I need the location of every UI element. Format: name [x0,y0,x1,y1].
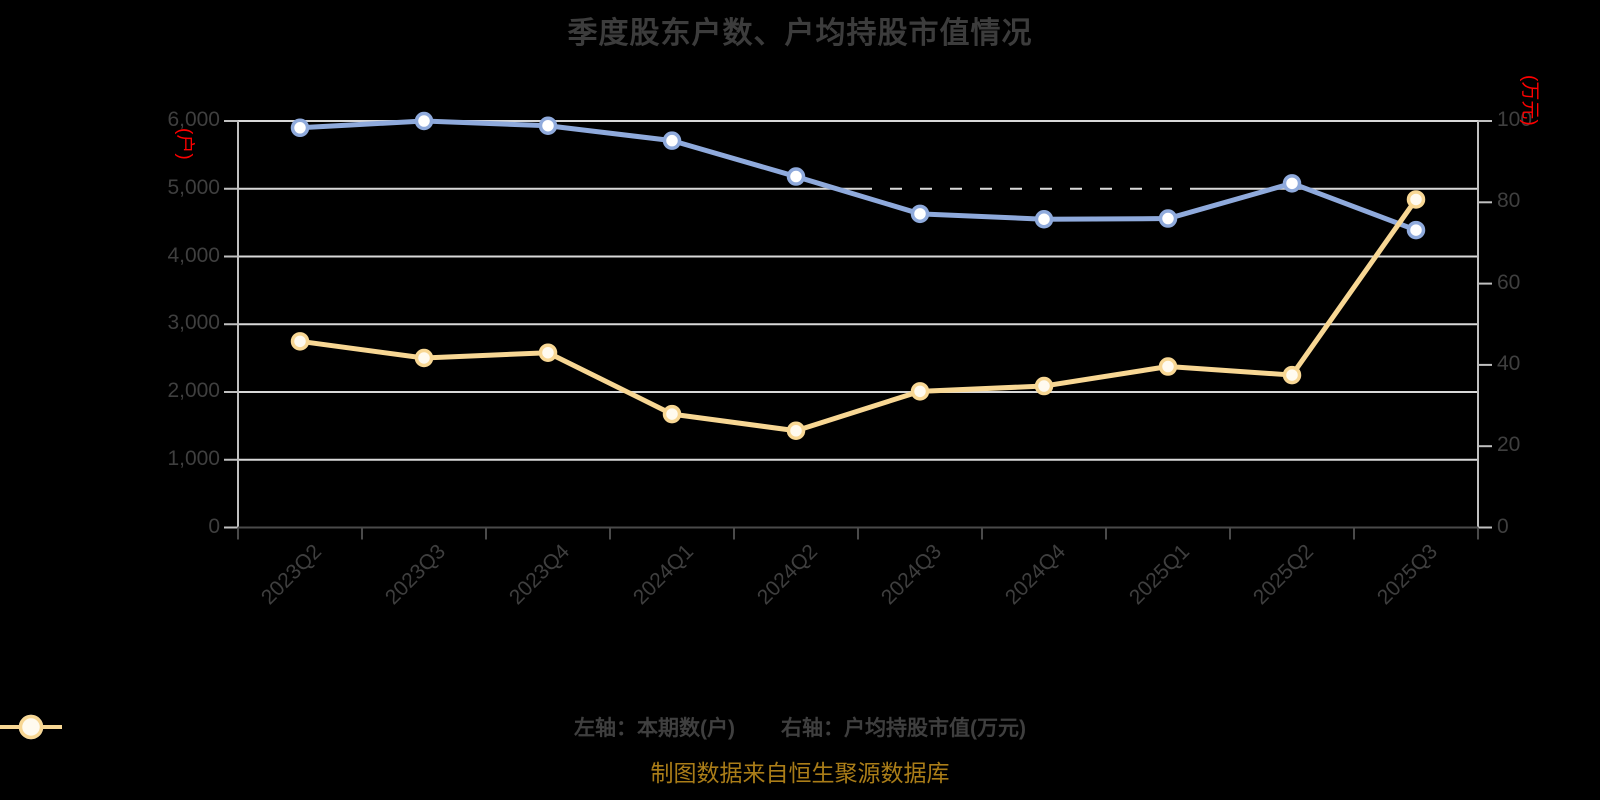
data-point-marker [538,343,558,362]
left-axis-tick-label: 5,000 [167,175,220,199]
chart-title: 季度股东户数、户均持股市值情况 [567,17,1033,50]
data-point-marker [1034,209,1054,229]
right-axis-tick-label: 0 [1497,514,1509,538]
left-axis-unit: (户) [174,128,195,160]
data-point-marker [1034,376,1054,396]
data-point-marker [290,118,310,138]
data-point-marker [910,204,930,224]
right-axis-tick-label: 60 [1497,270,1521,294]
data-source-credit: 制图数据来自恒生聚源数据库 [650,760,950,786]
right-axis-tick-label: 40 [1497,351,1521,375]
data-point-marker [1282,365,1302,385]
left-axis-tick-label: 1,000 [167,446,220,470]
data-point-marker [662,404,682,424]
watermark-artifact [872,185,1190,192]
right-axis-tick-label: 100 [1497,108,1533,131]
data-point-marker [1406,220,1426,240]
legend-item-market-value[interactable]: 右轴：户均持股市值(万元) [0,712,1026,742]
data-point-marker [786,167,806,186]
data-point-marker [786,421,806,441]
data-point-marker [414,348,434,368]
legend-item-shareholders[interactable]: 左轴：本期数(户) [0,712,735,742]
data-point-marker [1158,357,1178,376]
series-line-right [297,196,1419,434]
right-axis-tick-label: 80 [1497,189,1521,213]
legend-label: 左轴：本期数(户) [574,717,735,740]
data-point-marker [538,116,558,135]
data-point-marker [1282,174,1302,193]
legend-label: 右轴：户均持股市值(万元) [781,717,1026,740]
series-line-left [297,118,1419,233]
right-axis-tick-label: 20 [1497,433,1521,457]
data-point-marker [414,111,434,131]
legend-marker-yellow-icon [0,714,62,740]
left-axis-tick-label: 6,000 [167,108,220,131]
data-point-marker [910,382,930,401]
data-point-marker [1406,190,1426,209]
left-axis-tick-label: 3,000 [167,311,220,335]
left-axis-tick-label: 0 [208,514,220,538]
left-axis-tick-label: 4,000 [167,243,220,267]
data-point-marker [1158,209,1178,228]
legend: 左轴：本期数(户) 右轴：户均持股市值(万元) [0,712,1600,742]
right-axis-unit: (万元) [1519,75,1540,126]
data-point-marker [290,332,310,351]
left-axis-tick-label: 2,000 [167,379,220,402]
data-point-marker [662,131,682,150]
